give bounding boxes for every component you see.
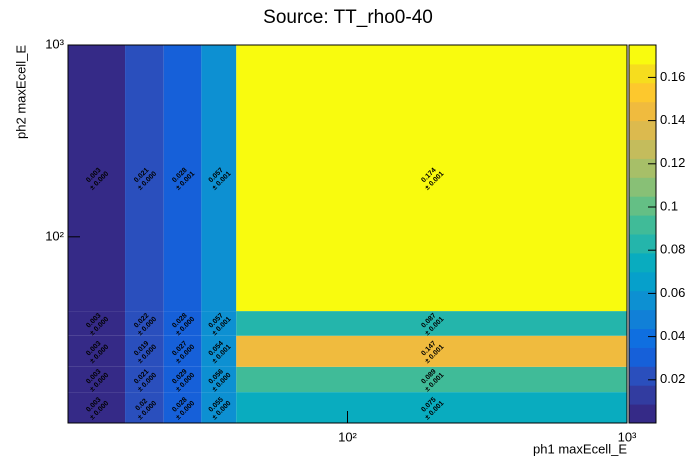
colorbar-band [629,120,656,140]
heatmap-cell [68,45,126,312]
colorbar-band [629,196,656,216]
heatmap-cell [125,45,164,312]
x-tick-label: 10² [338,429,357,444]
colorbar-band [629,158,656,178]
heatmap-cell [201,311,237,336]
heatmap-cell [163,45,202,312]
heatmap-cell [68,335,126,367]
heatmap-cell [163,335,202,367]
colorbar-band [629,139,656,159]
heatmap-cell [236,311,628,336]
heatmap-cell [201,366,237,393]
heatmap-cell [201,45,237,312]
colorbar-band [629,177,656,197]
colorbar-tick-label: 0.02 [660,371,685,386]
y-tick-label: 10³ [45,36,64,51]
colorbar-band [629,45,656,65]
x-tick-label: 10³ [618,429,637,444]
heatmap-cell [236,335,628,367]
heatmap-cell [68,392,126,423]
heatmap-cell [68,366,126,393]
heatmap-cell [125,392,164,423]
heatmap-cell [201,335,237,367]
y-axis-label: ph2 maxEcell_E [13,45,28,139]
heatmap-cell [236,45,628,312]
colorbar-band [629,82,656,103]
heatmap-cell [163,366,202,393]
colorbar-band [629,404,656,424]
heatmap-cell [163,311,202,336]
colorbar-frame [628,44,657,424]
heatmap-cell [236,366,628,393]
chart-title: Source: TT_rho0-40 [263,7,433,28]
colorbar-band [629,347,656,367]
heatmap-cell [125,366,164,393]
colorbar-band [629,63,656,84]
colorbar-band [629,309,656,329]
colorbar-tick-label: 0.14 [660,112,685,127]
x-axis-label: ph1 maxEcell_E [533,441,627,456]
colorbar-tick-label: 0.12 [660,155,685,170]
colorbar-band [629,385,656,405]
colorbar-tick-label: 0.08 [660,242,685,257]
colorbar-tick-label: 0.06 [660,285,685,300]
colorbar-band [629,215,656,235]
heatmap-cell [68,311,126,336]
colorbar-band [629,101,656,122]
colorbar-tick-label: 0.1 [660,198,678,213]
colorbar-band [629,252,656,273]
colorbar-band [629,366,656,386]
heatmap-cell [125,335,164,367]
colorbar-band [629,290,656,311]
colorbar-band [629,234,656,254]
colorbar-band [629,271,656,292]
colorbar-band [629,328,656,348]
heatmap-cell [163,392,202,423]
colorbar-tick-label: 0.04 [660,328,685,343]
y-tick-label: 10² [45,228,64,243]
heatmap-cell [201,392,237,423]
heatmap-cell [125,311,164,336]
heatmap-cell [236,392,628,423]
colorbar-tick-label: 0.16 [660,69,685,84]
